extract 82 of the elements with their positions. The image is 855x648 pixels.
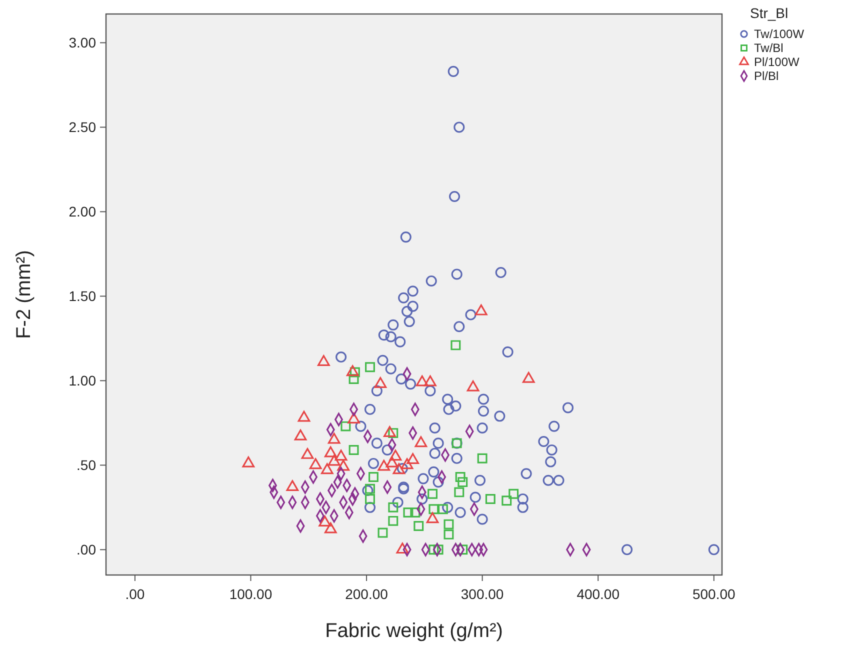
point (396, 542, 409, 554)
point (455, 472, 466, 482)
y-axis-title: F-2 (mm²) (13, 250, 35, 339)
point (365, 362, 375, 372)
x-tick-label: 500.00 (692, 586, 736, 602)
point (454, 487, 464, 498)
point (242, 456, 255, 468)
point (320, 463, 334, 474)
point (309, 458, 322, 470)
point (365, 494, 375, 504)
point (508, 488, 519, 499)
point (348, 444, 359, 455)
point (502, 496, 512, 506)
point (328, 432, 340, 444)
point (414, 436, 428, 448)
point (324, 522, 337, 534)
point (403, 507, 414, 518)
point (450, 340, 461, 350)
x-tick-label: 100.00 (229, 586, 272, 602)
point (384, 426, 396, 437)
point (348, 412, 360, 424)
point (328, 454, 340, 466)
y-tick-label: .50 (76, 457, 96, 474)
point (428, 544, 439, 555)
point (286, 480, 299, 492)
point (378, 460, 390, 471)
point (389, 450, 402, 461)
x-tick-label: 300.00 (460, 586, 504, 602)
point (337, 460, 350, 471)
y-tick-label: 1.00 (68, 372, 96, 389)
point (392, 463, 406, 474)
point (433, 544, 444, 555)
point (365, 484, 375, 494)
point (444, 529, 454, 540)
x-tick-label: 400.00 (576, 586, 620, 602)
point (400, 458, 414, 470)
point (388, 516, 398, 526)
point (485, 494, 496, 504)
legend-label: Tw/100W (754, 27, 805, 41)
point (410, 507, 420, 518)
point (348, 374, 359, 384)
legend-label: Tw/Bl (754, 41, 784, 55)
y-tick-label: 2.50 (68, 119, 96, 136)
point (444, 519, 454, 530)
point (388, 428, 398, 438)
point (294, 429, 307, 440)
y-tick-label: 1.50 (68, 288, 96, 304)
point (334, 450, 348, 461)
point (298, 410, 310, 422)
point (424, 375, 436, 386)
point (386, 456, 398, 468)
point (426, 512, 439, 524)
point (477, 453, 488, 464)
point (318, 516, 332, 527)
legend-label: Pl/100W (754, 55, 800, 69)
point (324, 446, 337, 458)
point (378, 528, 388, 538)
point (368, 472, 378, 482)
legend-title: Str_Bl (750, 5, 788, 21)
point (346, 365, 359, 376)
point (406, 453, 420, 464)
x-axis-title: Fabric weight (g/m²) (325, 620, 503, 642)
point (458, 477, 468, 488)
point (301, 448, 314, 459)
point (374, 377, 387, 388)
point (522, 372, 535, 383)
point (416, 375, 428, 386)
y-tick-label: .00 (76, 542, 96, 558)
point (474, 304, 488, 316)
point (388, 502, 398, 512)
point (428, 504, 439, 514)
x-tick-label: 200.00 (345, 586, 388, 602)
point (428, 488, 438, 499)
y-tick-label: 2.00 (68, 204, 96, 220)
y-tick-label: 3.00 (68, 34, 96, 51)
point (466, 380, 480, 392)
legend-label: Pl/Bl (754, 69, 779, 83)
point (414, 521, 424, 531)
x-tick-label: .00 (125, 586, 145, 602)
point (340, 421, 351, 432)
point (438, 504, 448, 514)
point (318, 355, 330, 366)
